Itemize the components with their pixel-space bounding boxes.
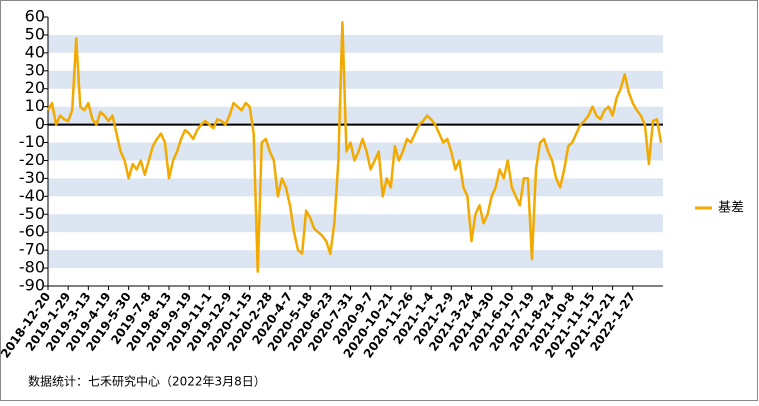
y-tick-label: 30 bbox=[25, 60, 45, 79]
grid-band bbox=[48, 214, 663, 233]
grid-band bbox=[48, 178, 663, 197]
grid-band bbox=[48, 70, 663, 89]
grid-band bbox=[48, 142, 663, 161]
y-tick-label: -40 bbox=[19, 186, 45, 205]
y-tick-label: -70 bbox=[19, 240, 45, 259]
y-tick-label: 0 bbox=[35, 114, 45, 133]
y-tick-label: -10 bbox=[19, 132, 45, 151]
grid-band bbox=[48, 34, 663, 53]
y-tick-label: -90 bbox=[19, 276, 45, 295]
y-tick-label: 50 bbox=[25, 24, 45, 43]
y-tick-label: -50 bbox=[19, 204, 45, 223]
source-note: 数据统计：七禾研究中心（2022年3月8日） bbox=[28, 374, 266, 389]
y-tick-label: 20 bbox=[25, 78, 45, 97]
grid-band bbox=[48, 106, 663, 125]
data-line bbox=[46, 21, 663, 273]
y-tick-label: 10 bbox=[25, 96, 45, 115]
y-tick-label: 60 bbox=[25, 7, 45, 26]
y-tick-label: 40 bbox=[25, 42, 45, 61]
legend-label: 基差 bbox=[718, 201, 744, 216]
grid-band bbox=[48, 250, 663, 269]
y-tick-label: -30 bbox=[19, 168, 45, 187]
y-tick-label: -60 bbox=[19, 222, 45, 241]
y-tick-label: -80 bbox=[19, 258, 45, 277]
y-tick-label: -20 bbox=[19, 150, 45, 169]
